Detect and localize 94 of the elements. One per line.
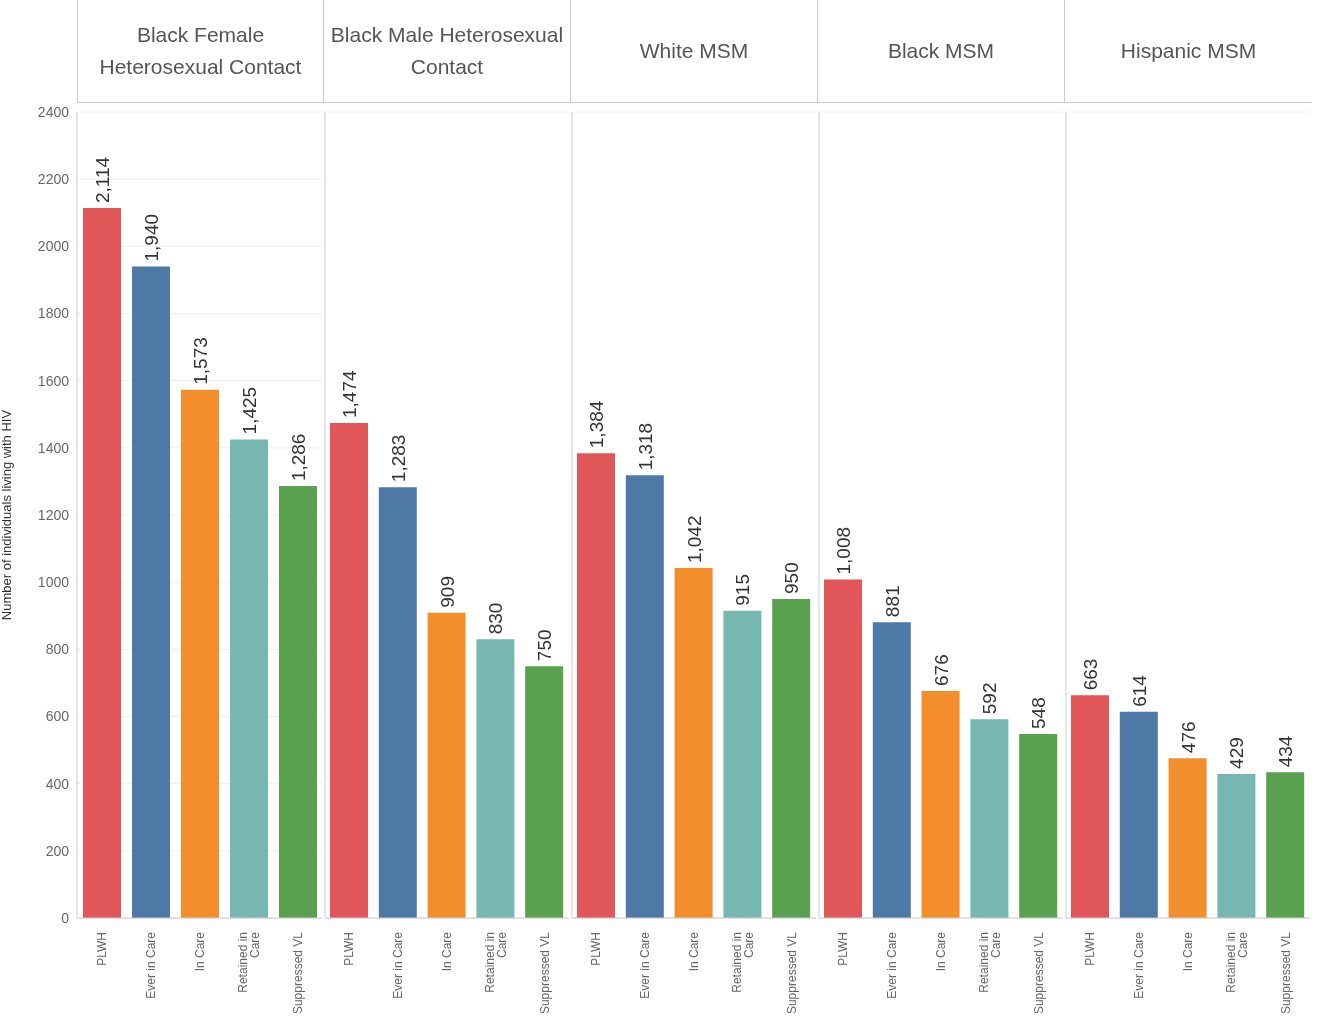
y-tick-label: 2400 (37, 103, 70, 120)
x-tick-label: Retained in Care (729, 931, 756, 993)
bar (476, 639, 515, 918)
x-tick-label: Suppressed VL (290, 931, 305, 1015)
data-label: 476 (1177, 721, 1199, 754)
bar (1119, 711, 1158, 918)
data-label: 950 (781, 562, 803, 594)
bar (872, 622, 911, 918)
y-tick-label: 0 (61, 909, 70, 926)
bar (625, 475, 664, 918)
data-label: 1,474 (339, 370, 360, 418)
x-tick-label: Suppressed VL (1031, 931, 1046, 1015)
data-label: 909 (436, 576, 458, 608)
bar (674, 568, 713, 918)
bar (577, 453, 615, 918)
x-tick-label: In Care (1181, 931, 1195, 972)
x-tick-label: In Care (192, 931, 207, 972)
data-label: 429 (1226, 737, 1248, 769)
x-tick-label: Retained in Care (482, 931, 509, 993)
y-tick-label: 1400 (37, 439, 70, 456)
x-tick-label: Ever in Care (638, 931, 653, 999)
y-tick-label: 1200 (37, 506, 70, 523)
x-tick-label: Retained in Care (976, 931, 1003, 993)
data-label: 915 (732, 574, 754, 606)
bar (772, 598, 811, 918)
y-tick-label: 1000 (37, 574, 70, 591)
x-tick-label: Ever in Care (143, 931, 158, 999)
data-label: 614 (1128, 674, 1150, 707)
y-tick-label: 400 (45, 775, 70, 792)
data-label: 548 (1028, 697, 1050, 729)
data-label: 663 (1080, 658, 1101, 691)
data-label: 750 (534, 629, 556, 662)
bar (83, 208, 121, 918)
bar (921, 690, 960, 918)
chart-title: White MSM (638, 38, 750, 64)
bar (330, 422, 368, 918)
data-label: 1,042 (683, 515, 705, 564)
chart-title: Black Female Heterosexual Contact (98, 22, 303, 80)
x-tick-label: In Care (934, 931, 948, 972)
bar (1071, 695, 1109, 918)
bar (132, 266, 170, 918)
x-tick-label: Ever in Care (885, 931, 900, 999)
data-label: 434 (1275, 735, 1297, 768)
x-tick-label: Suppressed VL (1278, 931, 1293, 1015)
x-tick-label: PLWH (342, 932, 357, 966)
x-tick-label: Suppressed VL (784, 931, 799, 1015)
data-label: 1,008 (833, 526, 854, 575)
bar (1019, 733, 1058, 918)
bar (1217, 773, 1256, 918)
chart-title: Hispanic MSM (1119, 38, 1258, 64)
y-tick-label: 2200 (37, 171, 70, 188)
bar (723, 610, 762, 918)
y-tick-label: 800 (45, 641, 70, 658)
x-tick-label: Suppressed VL (537, 931, 552, 1015)
y-tick-label: 1600 (37, 372, 70, 389)
y-tick-label: 600 (45, 708, 70, 725)
data-label: 592 (979, 682, 1001, 715)
x-tick-label: In Care (440, 931, 454, 972)
data-label: 1,283 (387, 434, 409, 483)
bar (970, 719, 1009, 918)
x-tick-label: PLWH (94, 932, 109, 966)
data-label: 2,114 (92, 156, 113, 204)
bar (230, 439, 268, 918)
data-label: 1,940 (141, 213, 162, 262)
bar (1266, 772, 1305, 918)
data-label: 1,384 (586, 400, 607, 449)
x-tick-label: Ever in Care (1132, 931, 1147, 999)
bar (525, 666, 564, 918)
bar (279, 486, 317, 918)
data-label: 830 (485, 602, 507, 635)
y-axis-title: Number of individuals living with HIV (0, 409, 14, 621)
bar (181, 389, 219, 918)
x-tick-label: Retained in Care (235, 931, 262, 993)
x-tick-label: Retained in Care (1223, 931, 1250, 993)
data-label: 1,318 (634, 422, 656, 471)
x-tick-label: PLWH (589, 932, 604, 966)
chart-title: Black Male Heterosexual Contact (329, 22, 565, 80)
data-label: 1,286 (288, 433, 309, 482)
y-tick-label: 1800 (37, 305, 70, 322)
data-label: 1,425 (239, 386, 260, 435)
x-tick-label: PLWH (836, 932, 851, 966)
data-label: 1,573 (190, 337, 211, 385)
x-tick-label: Ever in Care (391, 931, 406, 999)
bar (1168, 758, 1207, 918)
data-label: 881 (881, 585, 903, 618)
bar (427, 612, 466, 918)
x-tick-label: In Care (687, 931, 701, 972)
y-tick-label: 200 (45, 842, 70, 859)
x-tick-label: PLWH (1083, 932, 1098, 966)
y-tick-label: 2000 (37, 238, 70, 255)
bar (824, 579, 862, 918)
data-label: 676 (930, 654, 952, 686)
chart-title: Black MSM (886, 38, 996, 64)
bar (378, 487, 417, 918)
